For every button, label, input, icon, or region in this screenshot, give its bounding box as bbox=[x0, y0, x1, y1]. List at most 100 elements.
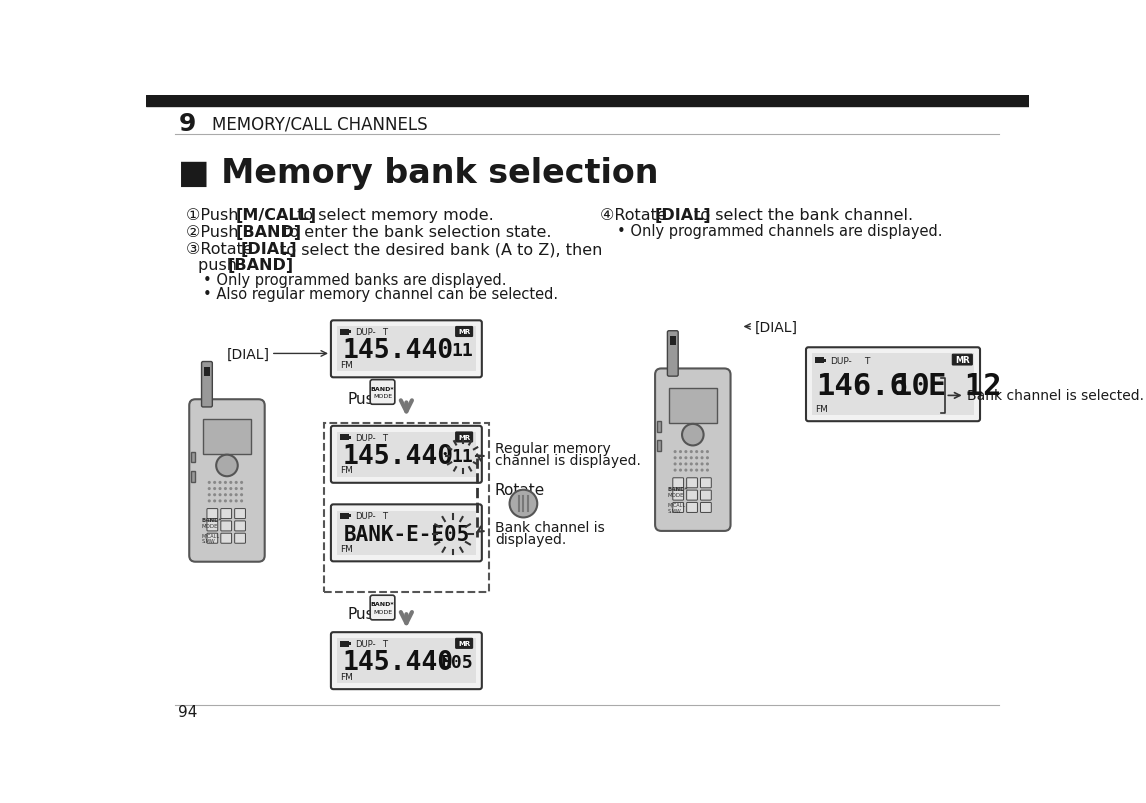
Bar bbox=[340, 329, 350, 336]
Circle shape bbox=[696, 450, 698, 454]
Text: FM: FM bbox=[340, 466, 353, 475]
Circle shape bbox=[510, 490, 537, 518]
FancyBboxPatch shape bbox=[207, 521, 218, 532]
FancyBboxPatch shape bbox=[207, 509, 218, 519]
Text: BAND*: BAND* bbox=[370, 601, 394, 606]
Circle shape bbox=[235, 487, 237, 491]
Circle shape bbox=[219, 481, 221, 484]
Text: M/CALL: M/CALL bbox=[667, 502, 685, 507]
Text: BAND*: BAND* bbox=[202, 517, 222, 522]
Text: ④Rotate: ④Rotate bbox=[601, 208, 673, 223]
Text: ■ Memory bank selection: ■ Memory bank selection bbox=[179, 157, 659, 190]
Bar bbox=[350, 515, 351, 518]
FancyBboxPatch shape bbox=[331, 633, 481, 689]
Text: • Only programmed channels are displayed.: • Only programmed channels are displayed… bbox=[618, 223, 943, 238]
Bar bbox=[657, 422, 661, 432]
FancyBboxPatch shape bbox=[700, 479, 712, 488]
Text: E05: E05 bbox=[441, 654, 473, 671]
Text: T: T bbox=[382, 512, 386, 521]
Bar bbox=[337, 327, 476, 372]
FancyBboxPatch shape bbox=[207, 533, 218, 544]
Circle shape bbox=[213, 487, 217, 491]
Circle shape bbox=[240, 499, 243, 503]
Text: E 12: E 12 bbox=[927, 372, 1002, 401]
Text: DUP-: DUP- bbox=[355, 639, 376, 648]
Circle shape bbox=[696, 469, 698, 472]
Text: FM: FM bbox=[340, 544, 353, 553]
Text: BANK-E-E05: BANK-E-E05 bbox=[344, 524, 470, 544]
Circle shape bbox=[700, 450, 704, 454]
Circle shape bbox=[240, 487, 243, 491]
Text: to select the desired bank (A to Z), then: to select the desired bank (A to Z), the… bbox=[275, 242, 602, 257]
Circle shape bbox=[207, 499, 211, 503]
Text: T: T bbox=[382, 639, 386, 648]
Circle shape bbox=[235, 494, 237, 496]
Text: MR: MR bbox=[458, 434, 470, 440]
Bar bbox=[324, 423, 488, 593]
Bar bbox=[337, 433, 476, 477]
Text: push: push bbox=[198, 257, 243, 272]
FancyBboxPatch shape bbox=[235, 521, 245, 532]
FancyBboxPatch shape bbox=[370, 380, 395, 405]
Circle shape bbox=[696, 457, 698, 460]
Bar bbox=[350, 642, 351, 646]
Circle shape bbox=[240, 481, 243, 484]
Text: DUP-: DUP- bbox=[830, 357, 851, 365]
Text: FM: FM bbox=[815, 405, 829, 414]
Text: DUP-: DUP- bbox=[355, 328, 376, 337]
Circle shape bbox=[674, 450, 676, 454]
Circle shape bbox=[674, 469, 676, 472]
Circle shape bbox=[235, 499, 237, 503]
FancyBboxPatch shape bbox=[686, 491, 698, 500]
Text: BAND*: BAND* bbox=[370, 386, 394, 391]
Text: [BAND]: [BAND] bbox=[235, 225, 301, 240]
FancyBboxPatch shape bbox=[456, 638, 472, 649]
Text: ②Push: ②Push bbox=[186, 225, 244, 240]
Text: 146.6: 146.6 bbox=[816, 372, 908, 401]
Text: Bank channel is selected.: Bank channel is selected. bbox=[967, 389, 1144, 403]
Text: [DIAL]: [DIAL] bbox=[754, 320, 798, 334]
FancyBboxPatch shape bbox=[700, 503, 712, 513]
Circle shape bbox=[678, 457, 682, 460]
FancyBboxPatch shape bbox=[235, 533, 245, 544]
Bar bbox=[824, 360, 826, 362]
Bar bbox=[815, 358, 824, 364]
Circle shape bbox=[682, 424, 704, 446]
Text: 10: 10 bbox=[893, 372, 929, 401]
Bar bbox=[340, 641, 350, 647]
Text: MODE: MODE bbox=[372, 393, 392, 399]
Text: 9: 9 bbox=[179, 112, 196, 136]
Text: Push: Push bbox=[347, 391, 383, 406]
Circle shape bbox=[223, 487, 227, 491]
Text: T: T bbox=[382, 434, 386, 442]
Circle shape bbox=[700, 463, 704, 466]
Text: ①Push: ①Push bbox=[186, 208, 244, 223]
Bar bbox=[657, 441, 661, 451]
Circle shape bbox=[690, 463, 693, 466]
FancyBboxPatch shape bbox=[456, 433, 472, 442]
Text: 145.440: 145.440 bbox=[343, 338, 454, 364]
Bar bbox=[190, 452, 196, 463]
FancyBboxPatch shape bbox=[686, 479, 698, 488]
Circle shape bbox=[235, 481, 237, 484]
Text: Rotate: Rotate bbox=[495, 483, 545, 498]
Circle shape bbox=[684, 463, 688, 466]
Text: • Also regular memory channel can be selected.: • Also regular memory channel can be sel… bbox=[203, 287, 558, 301]
FancyBboxPatch shape bbox=[667, 332, 678, 377]
Circle shape bbox=[706, 450, 709, 454]
Text: DUP-: DUP- bbox=[355, 512, 376, 521]
Text: T: T bbox=[864, 357, 869, 365]
FancyBboxPatch shape bbox=[221, 521, 231, 532]
Text: S.MW: S.MW bbox=[667, 508, 681, 513]
Circle shape bbox=[684, 457, 688, 460]
Bar bbox=[669, 336, 676, 346]
Bar bbox=[350, 331, 351, 334]
FancyBboxPatch shape bbox=[456, 327, 472, 337]
Text: Regular memory: Regular memory bbox=[495, 442, 611, 455]
Text: MR: MR bbox=[458, 328, 470, 335]
Bar bbox=[340, 513, 350, 520]
Text: S.MW: S.MW bbox=[202, 539, 215, 544]
Text: MODE: MODE bbox=[202, 524, 218, 528]
Text: .: . bbox=[266, 257, 272, 272]
Circle shape bbox=[700, 469, 704, 472]
